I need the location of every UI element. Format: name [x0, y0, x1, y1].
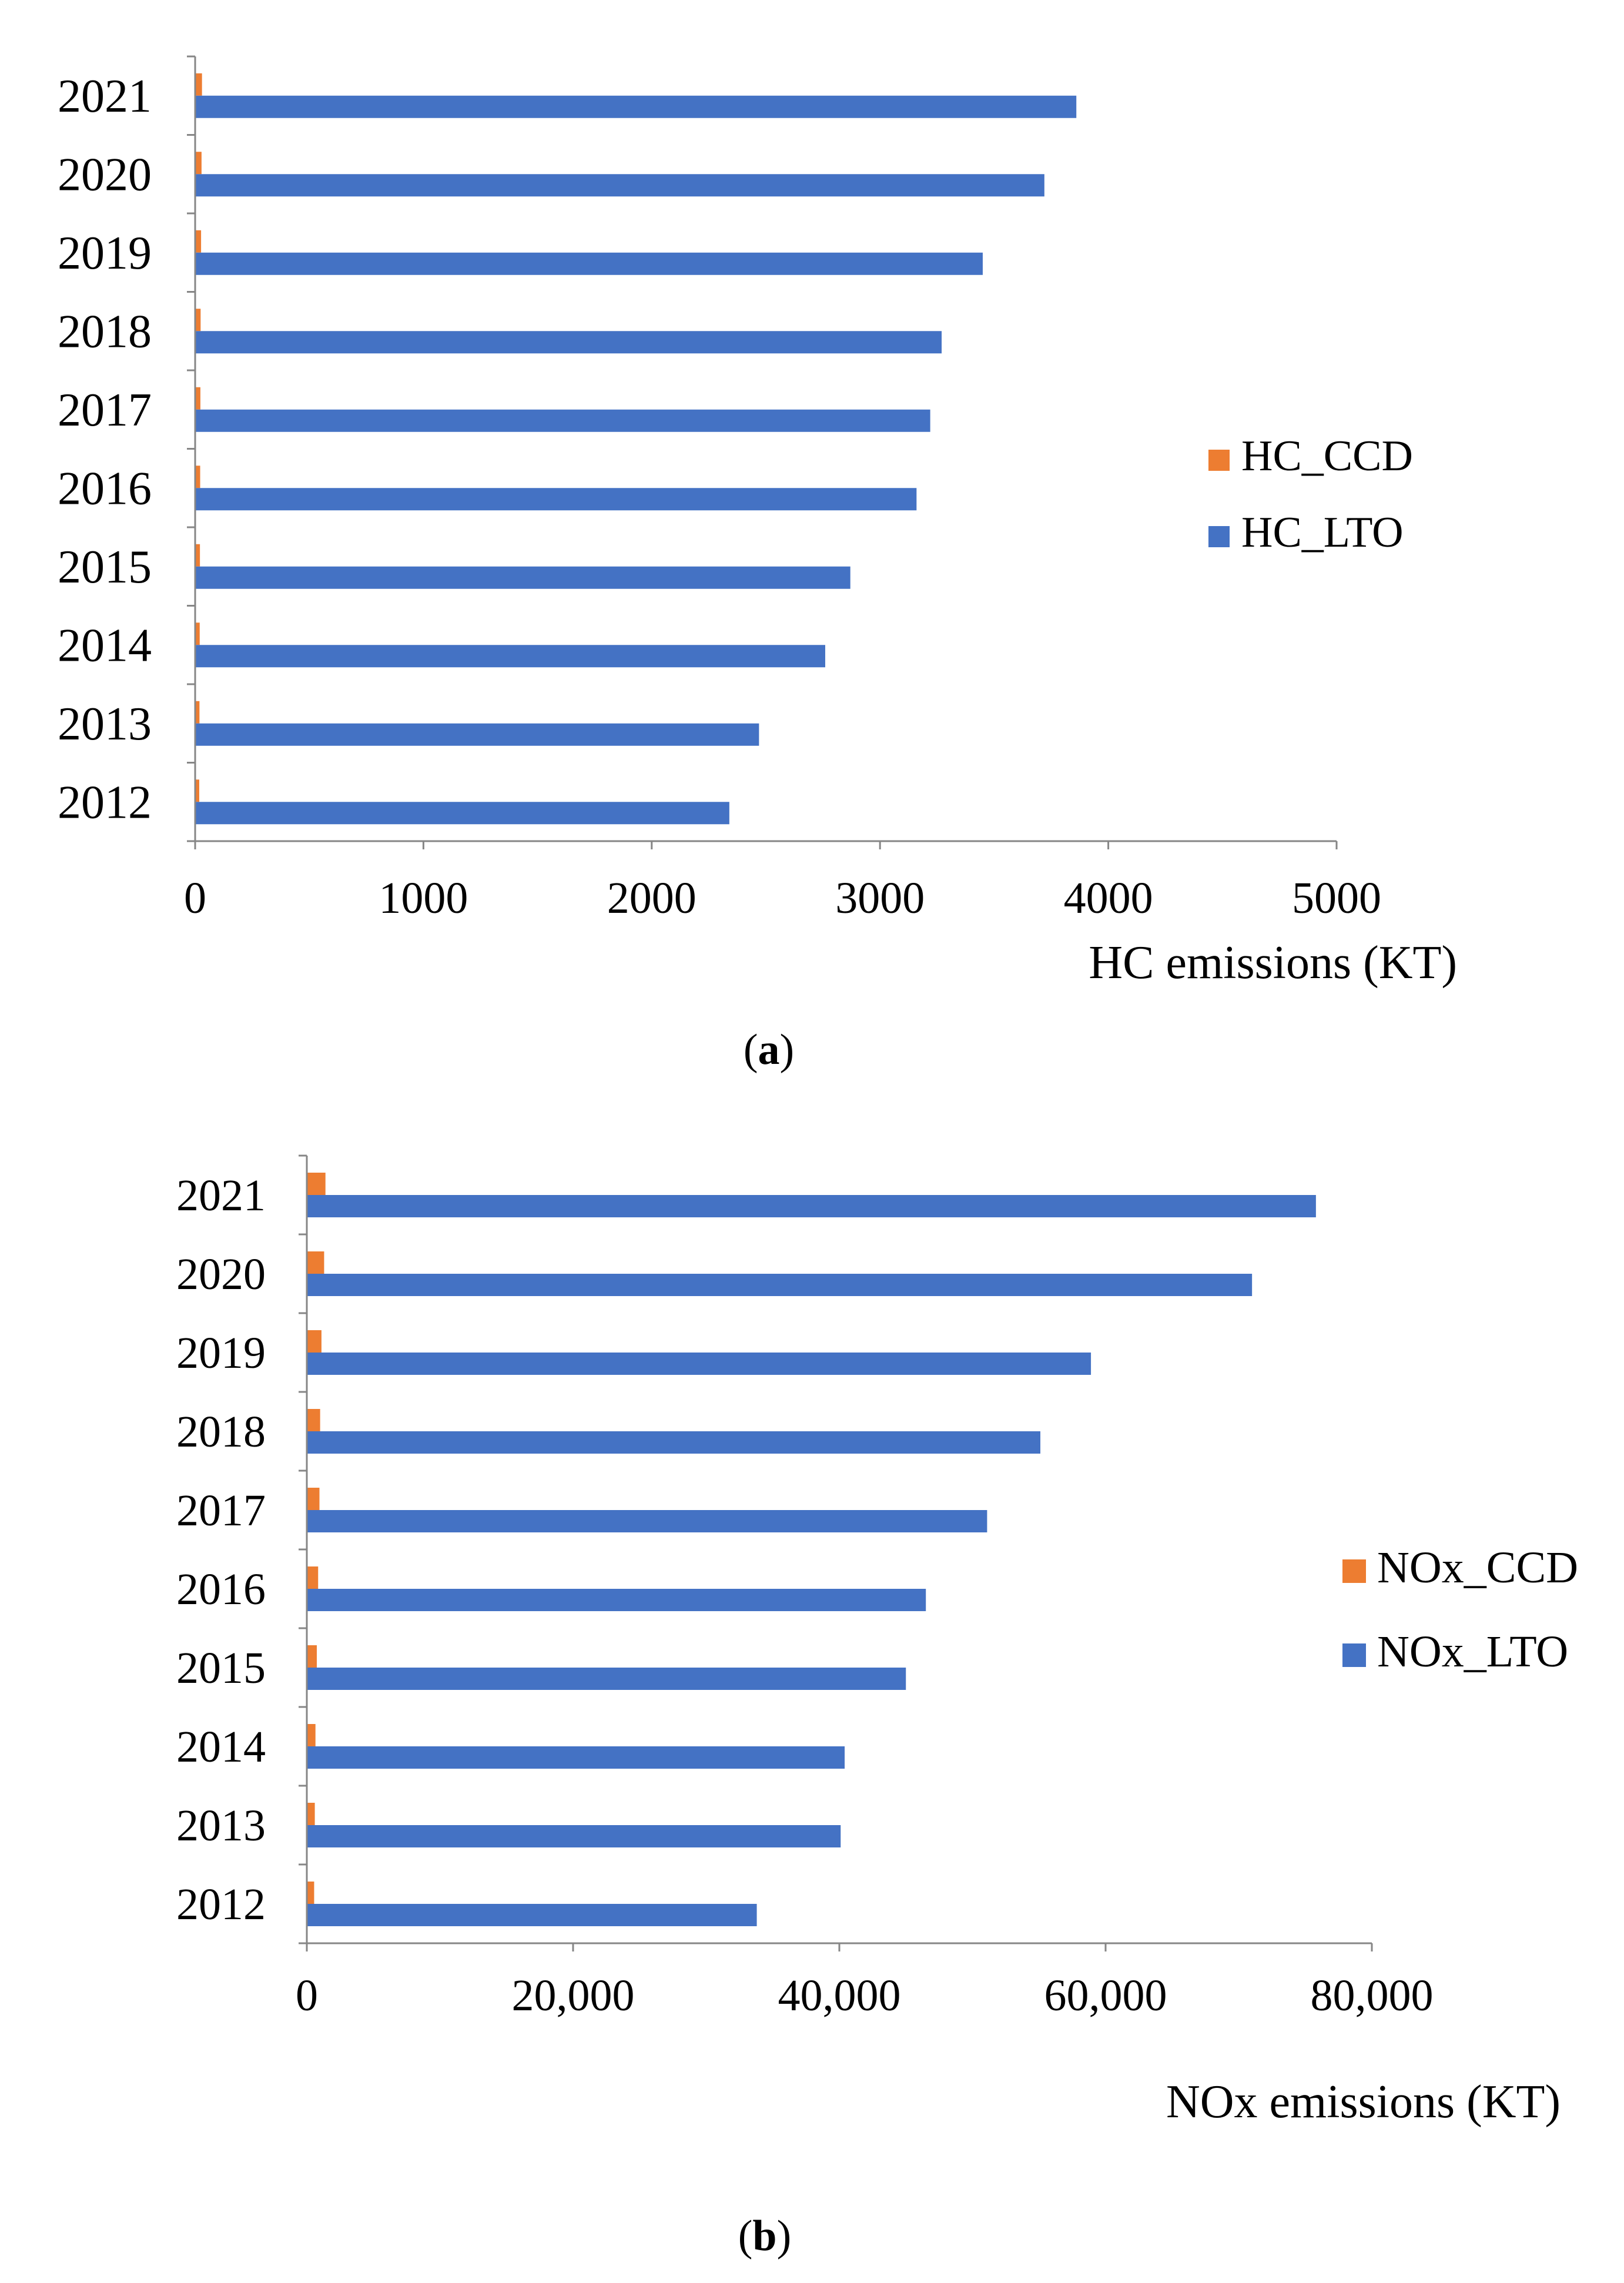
bar-b-lto-2014: [307, 1746, 845, 1769]
bar-b-ccd-2016: [307, 1566, 319, 1589]
chart-b-x-axis-title: NOx emissions (KT): [1166, 2076, 1561, 2128]
legend-a-label-ccd: HC_CCD: [1241, 432, 1413, 480]
bar-a-ccd-2019: [195, 230, 202, 253]
y-tick-label-a-2020: 2020: [58, 149, 152, 200]
x-tick-label-b: 80,000: [1311, 1971, 1434, 2020]
bar-b-lto-2018: [307, 1431, 1041, 1454]
bar-b-ccd-2018: [307, 1409, 320, 1431]
bar-b-ccd-2012: [307, 1882, 314, 1904]
legend-a-swatch-lto: [1208, 526, 1230, 547]
chart-a-x-axis-title: HC emissions (KT): [1089, 937, 1457, 989]
bar-a-lto-2019: [195, 252, 983, 275]
bar-a-lto-2021: [195, 95, 1077, 118]
bar-a-lto-2017: [195, 409, 930, 432]
bar-a-ccd-2017: [195, 387, 200, 410]
bar-b-ccd-2019: [307, 1330, 322, 1353]
x-tick-label-a: 3000: [835, 873, 925, 923]
bar-b-ccd-2014: [307, 1724, 316, 1746]
legend-a-label-lto: HC_LTO: [1241, 508, 1404, 557]
y-tick-label-b-2017: 2017: [176, 1486, 266, 1535]
y-tick-label-b-2019: 2019: [176, 1328, 266, 1378]
y-tick-label-b-2014: 2014: [176, 1722, 266, 1772]
bar-b-ccd-2020: [307, 1251, 324, 1274]
bar-a-ccd-2015: [195, 544, 200, 567]
y-tick-label-a-2013: 2013: [58, 698, 152, 750]
x-tick-label-a: 2000: [607, 873, 697, 923]
bar-b-lto-2012: [307, 1904, 757, 1926]
y-tick-label-a-2014: 2014: [58, 620, 152, 671]
y-tick-label-b-2020: 2020: [176, 1250, 266, 1299]
x-tick-label-b: 20,000: [512, 1971, 635, 2020]
panel-b-caption: (b): [738, 2212, 791, 2260]
legend-b-swatch-lto: [1342, 1643, 1366, 1667]
y-tick-label-a-2012: 2012: [58, 776, 152, 828]
bar-a-ccd-2013: [195, 701, 200, 724]
chart-b-legend: NOx_CCD NOx_LTO: [1342, 1543, 1578, 1676]
bar-a-lto-2013: [195, 723, 759, 746]
bar-a-ccd-2020: [195, 152, 202, 175]
bar-b-lto-2016: [307, 1589, 926, 1611]
bar-a-ccd-2021: [195, 73, 202, 96]
y-tick-label-b-2012: 2012: [176, 1880, 266, 1929]
bar-b-ccd-2021: [307, 1173, 326, 1195]
bar-a-lto-2016: [195, 488, 917, 511]
x-tick-label-b: 60,000: [1044, 1971, 1167, 2020]
y-tick-label-b-2016: 2016: [176, 1565, 266, 1614]
chart-a-gridless-plot: 2012 2013 2014 2015 2016 2017 2018 2019 2020 2021…: [58, 55, 1381, 923]
legend-b-swatch-ccd: [1342, 1559, 1366, 1583]
y-tick-label-b-2018: 2018: [176, 1407, 266, 1457]
y-tick-label-a-2019: 2019: [58, 227, 152, 279]
y-tick-label-a-2015: 2015: [58, 541, 152, 593]
legend-b-label-ccd: NOx_CCD: [1377, 1543, 1578, 1592]
bar-a-ccd-2014: [195, 622, 200, 645]
bar-b-lto-2015: [307, 1668, 906, 1690]
bar-b-lto-2013: [307, 1825, 841, 1847]
bar-a-ccd-2012: [195, 779, 199, 802]
y-tick-label-a-2018: 2018: [58, 306, 152, 357]
x-tick-label-b: 40,000: [778, 1971, 901, 2020]
y-tick-label-a-2016: 2016: [58, 463, 152, 514]
bar-b-ccd-2017: [307, 1488, 320, 1510]
legend-a-swatch-ccd: [1208, 450, 1230, 471]
bar-a-ccd-2018: [195, 309, 201, 332]
y-tick-label-b-2021: 2021: [176, 1171, 266, 1220]
x-tick-label-a: 5000: [1292, 873, 1381, 923]
bar-b-lto-2021: [307, 1195, 1316, 1217]
bar-a-lto-2015: [195, 566, 850, 589]
bar-a-lto-2012: [195, 802, 729, 825]
bar-b-ccd-2013: [307, 1803, 315, 1825]
chart-b-plot: 2012 2013 2014 2015 2016 2017 2018 2019 2020 2021…: [176, 1154, 1434, 2020]
x-tick-label-a: 4000: [1064, 873, 1153, 923]
y-tick-label-b-2015: 2015: [176, 1643, 266, 1693]
bar-a-lto-2018: [195, 331, 942, 354]
y-tick-label-b-2013: 2013: [176, 1801, 266, 1850]
x-tick-label-b: 0: [296, 1971, 318, 2020]
bar-a-lto-2014: [195, 645, 825, 668]
bar-b-ccd-2015: [307, 1645, 317, 1668]
y-tick-label-a-2021: 2021: [58, 71, 152, 122]
legend-b-label-lto: NOx_LTO: [1377, 1627, 1568, 1676]
bar-a-ccd-2016: [195, 466, 200, 488]
bar-b-lto-2020: [307, 1274, 1253, 1296]
chart-a-legend: HC_CCD HC_LTO: [1208, 432, 1413, 557]
bar-b-lto-2017: [307, 1510, 987, 1532]
x-tick-label-a: 0: [184, 873, 206, 923]
bar-a-lto-2020: [195, 174, 1044, 197]
bar-b-lto-2019: [307, 1353, 1091, 1375]
x-tick-label-a: 1000: [379, 873, 468, 923]
chart-a: 2012 2013 2014 2015 2016 2017 2018 2019 2020 2021…: [58, 55, 1457, 1074]
y-tick-label-a-2017: 2017: [58, 384, 152, 436]
chart-b: 2012 2013 2014 2015 2016 2017 2018 2019 2020 2021…: [176, 1154, 1578, 2260]
panel-a-caption: (a): [744, 1026, 794, 1074]
